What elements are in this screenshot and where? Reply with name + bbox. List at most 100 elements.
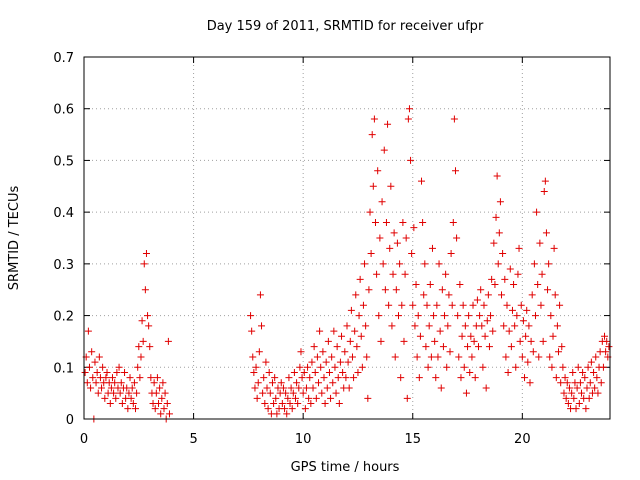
data-point — [572, 405, 580, 413]
data-point — [112, 394, 120, 402]
x-tick-labels: 0 5 10 15 20 — [80, 432, 531, 447]
data-point — [99, 363, 107, 371]
data-point — [316, 327, 324, 335]
data-point — [311, 368, 319, 376]
data-point — [121, 368, 129, 376]
data-point — [278, 399, 286, 407]
data-point — [427, 353, 435, 361]
data-point — [266, 389, 274, 397]
y-tick-label: 0 — [66, 413, 74, 428]
data-point — [386, 244, 394, 252]
data-point — [330, 327, 338, 335]
data-point — [369, 182, 377, 190]
data-point — [498, 291, 506, 299]
data-point — [103, 368, 111, 376]
data-point — [488, 275, 496, 283]
data-point — [464, 343, 472, 351]
data-point — [550, 244, 558, 252]
data-point — [530, 260, 538, 268]
data-point — [592, 353, 600, 361]
data-point — [294, 399, 302, 407]
data-point — [359, 301, 367, 309]
data-point — [88, 348, 96, 356]
data-point — [393, 239, 401, 247]
data-point — [287, 384, 295, 392]
data-point — [449, 218, 457, 226]
data-point — [407, 156, 415, 164]
data-point — [313, 353, 321, 361]
data-point — [505, 327, 513, 335]
data-point — [549, 332, 557, 340]
data-point — [322, 358, 330, 366]
data-point — [94, 389, 102, 397]
data-point — [321, 399, 329, 407]
data-point — [271, 374, 279, 382]
axis-ticks — [83, 56, 610, 420]
data-point — [165, 410, 173, 418]
data-point — [601, 332, 609, 340]
data-point — [363, 353, 371, 361]
data-point — [401, 270, 409, 278]
data-point — [583, 384, 591, 392]
data-point — [87, 384, 95, 392]
data-point — [272, 394, 280, 402]
data-point — [526, 379, 534, 387]
data-point — [124, 405, 132, 413]
data-point — [404, 115, 412, 123]
data-point — [357, 332, 365, 340]
data-point — [354, 368, 362, 376]
data-point — [559, 363, 567, 371]
data-point — [438, 286, 446, 294]
data-point — [135, 343, 143, 351]
data-point — [563, 379, 571, 387]
data-point — [331, 363, 339, 371]
data-point — [153, 374, 161, 382]
data-point — [484, 291, 492, 299]
data-point — [570, 394, 578, 402]
data-point — [289, 389, 297, 397]
data-point — [83, 379, 91, 387]
data-point — [603, 337, 611, 345]
data-point — [247, 312, 255, 320]
data-point — [467, 332, 475, 340]
data-point — [139, 337, 147, 345]
data-point — [448, 301, 456, 309]
data-point — [487, 312, 495, 320]
data-point — [540, 187, 548, 195]
data-point — [343, 322, 351, 330]
data-point — [106, 399, 114, 407]
data-point — [385, 301, 393, 309]
data-point — [295, 384, 303, 392]
data-point — [344, 358, 352, 366]
data-point — [319, 348, 327, 356]
data-point — [493, 172, 501, 180]
data-point — [255, 348, 263, 356]
data-point — [468, 353, 476, 361]
data-points — [81, 105, 613, 423]
y-tick-label: 0.4 — [53, 206, 74, 221]
data-point — [352, 291, 360, 299]
y-tick-labels: 0 0.1 0.2 0.3 0.4 0.5 0.6 0.7 — [53, 51, 74, 428]
data-point — [524, 358, 532, 366]
data-point — [302, 384, 310, 392]
data-point — [273, 410, 281, 418]
y-tick-label: 0.2 — [53, 310, 74, 325]
data-point — [160, 405, 168, 413]
data-point — [296, 363, 304, 371]
data-point — [564, 399, 572, 407]
data-point — [528, 291, 536, 299]
data-point — [585, 394, 593, 402]
data-point — [84, 327, 92, 335]
data-point — [409, 301, 417, 309]
data-point — [516, 337, 524, 345]
data-point — [535, 353, 543, 361]
data-point — [434, 353, 442, 361]
data-point — [420, 291, 428, 299]
data-point — [304, 363, 312, 371]
data-point — [358, 363, 366, 371]
data-point — [93, 368, 101, 376]
data-point — [541, 177, 549, 185]
data-point — [423, 301, 431, 309]
data-point — [510, 281, 518, 289]
y-axis-label: SRMTID / TECUs — [7, 186, 22, 291]
